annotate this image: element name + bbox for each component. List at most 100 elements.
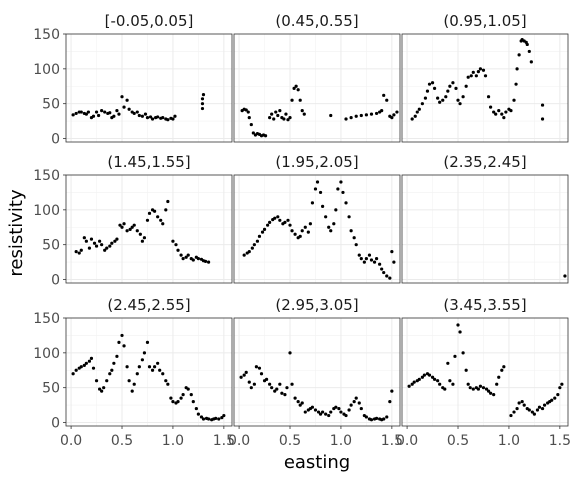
data-point [135, 372, 139, 376]
data-point [310, 405, 315, 409]
data-point [74, 111, 78, 116]
data-point [117, 340, 121, 344]
data-point [553, 396, 557, 400]
data-point [259, 372, 264, 376]
data-point [276, 215, 280, 219]
data-point [166, 118, 170, 122]
data-point [189, 393, 193, 397]
data-point [476, 70, 480, 74]
data-point [140, 358, 144, 362]
data-point [329, 410, 333, 414]
y-tick-label: 0 [51, 416, 60, 432]
data-point [166, 382, 170, 386]
data-point [390, 250, 394, 254]
data-point [132, 382, 136, 386]
facet-strip-label: (0.45,0.55] [275, 12, 358, 30]
data-point [268, 116, 272, 120]
data-point [91, 114, 96, 118]
data-point [461, 95, 465, 99]
data-point [542, 403, 547, 407]
data-point [94, 379, 99, 383]
data-point [285, 386, 289, 390]
x-tick-label: 1.0 [498, 433, 520, 449]
data-point [382, 417, 386, 421]
data-point [486, 389, 491, 393]
x-tick-label: 0.0 [396, 433, 418, 449]
data-point [497, 109, 501, 113]
data-point [92, 241, 97, 245]
data-point [374, 111, 379, 116]
data-point [250, 246, 254, 250]
data-point [298, 403, 302, 407]
data-point [359, 113, 363, 118]
data-point [280, 391, 284, 395]
data-point [220, 416, 224, 420]
data-point [527, 408, 531, 412]
data-point [378, 262, 382, 266]
data-point [194, 406, 198, 411]
data-point [184, 255, 188, 259]
data-point [456, 98, 460, 102]
data-point [540, 406, 545, 411]
data-point [112, 361, 116, 365]
data-point [495, 382, 499, 386]
data-point [560, 382, 564, 386]
data-point [252, 243, 256, 247]
data-point [359, 406, 363, 411]
data-point [388, 400, 392, 404]
data-point [122, 344, 126, 348]
data-point [222, 413, 226, 418]
data-point [270, 386, 274, 390]
data-point [264, 377, 269, 381]
data-point [249, 122, 253, 127]
data-point [118, 223, 122, 227]
data-point [489, 391, 493, 395]
data-point [492, 393, 496, 397]
data-point [191, 400, 195, 404]
x-tick-label: 0.5 [111, 433, 133, 449]
data-point [283, 393, 287, 397]
data-point [417, 377, 421, 381]
data-point [288, 351, 292, 355]
data-point [196, 412, 200, 416]
data-point [446, 361, 450, 365]
data-point [306, 230, 310, 234]
data-point [481, 68, 486, 72]
data-point [108, 372, 112, 376]
data-point [296, 88, 300, 92]
data-point [354, 114, 358, 118]
data-point [388, 276, 392, 280]
data-point [153, 365, 157, 369]
data-point [329, 113, 333, 118]
data-point [332, 222, 336, 226]
data-point [456, 323, 460, 327]
data-point [425, 89, 430, 93]
y-tick-label: 150 [33, 168, 60, 184]
data-point [347, 408, 351, 412]
data-point [334, 208, 338, 212]
x-tick-label: 0.0 [228, 433, 250, 449]
facet-strip-label: (3.45,3.55] [443, 296, 526, 314]
data-point [130, 389, 134, 393]
data-point [367, 253, 372, 257]
data-point [79, 248, 83, 252]
data-point [179, 396, 183, 400]
data-point [199, 415, 204, 419]
data-point [532, 412, 536, 416]
data-point [112, 114, 116, 118]
data-point [140, 114, 144, 118]
data-point [471, 70, 475, 74]
data-point [344, 117, 348, 121]
data-point [122, 222, 126, 226]
data-point [290, 382, 294, 386]
data-point [476, 387, 480, 391]
data-point [102, 386, 106, 390]
data-point [453, 354, 457, 358]
data-point [260, 230, 265, 234]
data-point [257, 234, 262, 238]
data-point [527, 49, 531, 54]
data-point [127, 107, 131, 111]
data-point [138, 232, 142, 236]
data-point [327, 225, 331, 229]
